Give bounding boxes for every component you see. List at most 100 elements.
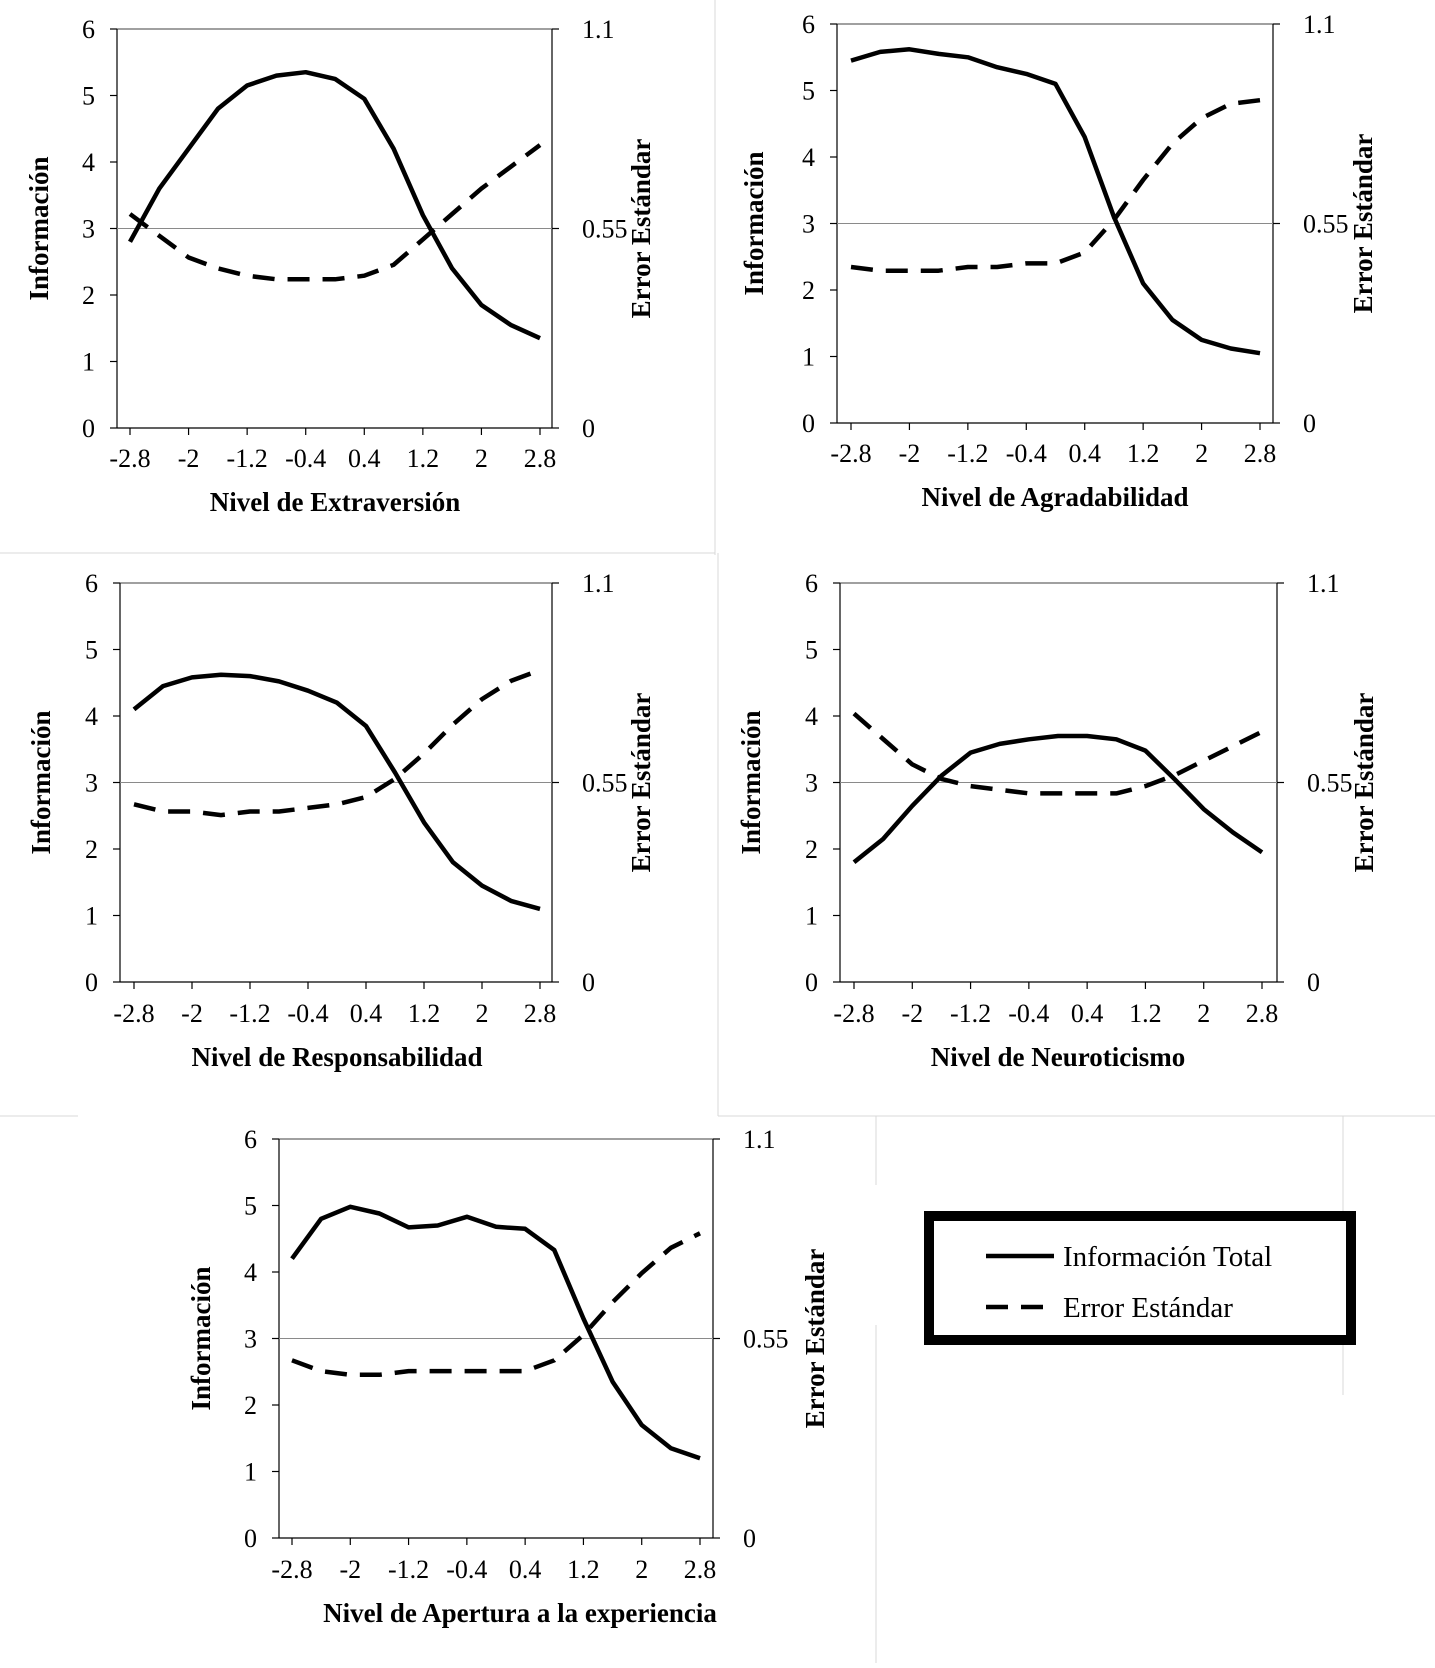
- series-line-informacion-total: [290, 1204, 701, 1461]
- series-line-informacion-total: [850, 47, 1261, 356]
- y2-tick-label: 0.55: [1303, 210, 1349, 239]
- x-tick-label: -2.8: [109, 444, 150, 473]
- x-axis-title: Nivel de Apertura a la experiencia: [323, 1598, 717, 1628]
- y2-axis-title: Error Estándar: [626, 693, 656, 873]
- x-tick-label: 2: [1195, 439, 1208, 468]
- series-line-error-estandar: [850, 97, 1261, 273]
- chart-panel: 0 1 2 3 4 5 6 0 0.55 1.1 -2.8 -2 -1.2 -0.4 0.4 1.2 2 2.8 N…: [739, 10, 1378, 512]
- y-tick-label: 1: [82, 348, 95, 377]
- y2-tick-label: 1.1: [582, 569, 615, 598]
- x-tick-label: -2: [901, 999, 923, 1028]
- x-tick-label: 2.8: [524, 444, 557, 473]
- x-tick-label: -1.2: [388, 1555, 429, 1584]
- y-tick-label: 0: [802, 409, 815, 438]
- y2-tick-label: 0.55: [743, 1325, 789, 1354]
- x-tick-label: -0.4: [1008, 999, 1049, 1028]
- x-tick-label: 1.2: [1127, 439, 1160, 468]
- y-tick-label: 3: [805, 769, 818, 798]
- x-axis-title: Nivel de Agradabilidad: [921, 482, 1188, 512]
- x-tick-label: -2: [339, 1555, 361, 1584]
- x-tick-label: -1.2: [227, 444, 268, 473]
- x-tick-label: 2: [475, 444, 488, 473]
- y-tick-label: 3: [85, 769, 98, 798]
- y-tick-label: 3: [244, 1325, 257, 1354]
- y-tick-label: 5: [85, 636, 98, 665]
- y2-tick-label: 0.55: [582, 215, 628, 244]
- y-axis-title: Información: [736, 711, 766, 855]
- y2-tick-label: 0.55: [582, 769, 628, 798]
- y-tick-label: 0: [244, 1524, 257, 1553]
- y-tick-label: 1: [802, 343, 815, 372]
- y-tick-label: 4: [85, 702, 98, 731]
- y-tick-label: 2: [805, 835, 818, 864]
- y2-tick-label: 0: [582, 968, 595, 997]
- x-tick-label: 2.8: [1244, 439, 1277, 468]
- y-tick-label: 0: [82, 414, 95, 443]
- x-tick-label: -1.2: [229, 999, 270, 1028]
- x-tick-label: 2.8: [684, 1555, 717, 1584]
- x-tick-label: -0.4: [446, 1555, 487, 1584]
- y2-tick-label: 0: [1307, 968, 1320, 997]
- y2-tick-label: 1.1: [743, 1125, 776, 1154]
- x-tick-label: 0.4: [1071, 999, 1104, 1028]
- y-tick-label: 5: [82, 82, 95, 111]
- y-tick-label: 4: [82, 148, 95, 177]
- x-tick-label: -2: [899, 439, 921, 468]
- x-tick-label: 1.2: [1129, 999, 1162, 1028]
- y-tick-label: 1: [85, 902, 98, 931]
- series-line-informacion-total: [852, 733, 1264, 865]
- y-tick-label: 2: [244, 1391, 257, 1420]
- y2-axis-title: Error Estándar: [1349, 693, 1379, 873]
- y-axis-title: Información: [26, 711, 56, 855]
- series-line-informacion-total: [128, 69, 541, 341]
- x-tick-label: 1.2: [407, 444, 440, 473]
- y2-tick-label: 0.55: [1307, 769, 1353, 798]
- x-tick-label: -0.4: [285, 444, 326, 473]
- y2-axis-title: Error Estándar: [626, 139, 656, 319]
- x-tick-label: 0.4: [509, 1555, 542, 1584]
- y-tick-label: 1: [244, 1458, 257, 1487]
- y-tick-label: 0: [805, 968, 818, 997]
- y-tick-label: 6: [802, 10, 815, 39]
- x-tick-label: 2: [476, 999, 489, 1028]
- x-tick-label: -2.8: [113, 999, 154, 1028]
- x-axis-title: Nivel de Neuroticismo: [931, 1042, 1185, 1072]
- x-tick-label: -2: [181, 999, 203, 1028]
- legend-label: Información Total: [1063, 1241, 1272, 1273]
- series-line-error-estandar: [291, 1231, 702, 1378]
- x-tick-label: -0.4: [1006, 439, 1047, 468]
- x-tick-label: -0.4: [287, 999, 328, 1028]
- y-tick-label: 6: [82, 15, 95, 44]
- y2-axis-title: Error Estándar: [800, 1249, 830, 1429]
- x-tick-label: 0.4: [1068, 439, 1101, 468]
- series-line-error-estandar: [128, 143, 542, 282]
- x-tick-label: -2.8: [833, 999, 874, 1028]
- x-tick-label: 1.2: [567, 1555, 600, 1584]
- x-tick-label: 2: [635, 1555, 648, 1584]
- y2-tick-label: 0: [1303, 409, 1316, 438]
- y-axis-title: Información: [739, 152, 769, 296]
- y-tick-label: 2: [82, 281, 95, 310]
- x-tick-label: 0.4: [350, 999, 383, 1028]
- chart-panel: 0 1 2 3 4 5 6 0 0.55 1.1 -2.8 -2 -1.2 -0.4 0.4 1.2 2 2.8 N…: [24, 15, 656, 517]
- y-tick-label: 1: [805, 902, 818, 931]
- y-tick-label: 4: [802, 143, 815, 172]
- y-tick-label: 5: [244, 1192, 257, 1221]
- x-tick-label: 2: [1197, 999, 1210, 1028]
- legend-label: Error Estándar: [1063, 1292, 1233, 1324]
- y-axis-title: Información: [24, 157, 54, 301]
- y-tick-label: 2: [802, 276, 815, 305]
- y2-tick-label: 0: [582, 414, 595, 443]
- x-tick-label: 0.4: [348, 444, 381, 473]
- y-tick-label: 5: [802, 77, 815, 106]
- x-axis-title: Nivel de Responsabilidad: [191, 1042, 482, 1072]
- x-tick-label: 2.8: [1246, 999, 1279, 1028]
- y-tick-label: 6: [244, 1125, 257, 1154]
- y2-tick-label: 1.1: [582, 15, 615, 44]
- x-tick-label: -2.8: [830, 439, 871, 468]
- y2-axis-title: Error Estándar: [1348, 134, 1378, 314]
- y-tick-label: 3: [82, 215, 95, 244]
- x-tick-label: -1.2: [947, 439, 988, 468]
